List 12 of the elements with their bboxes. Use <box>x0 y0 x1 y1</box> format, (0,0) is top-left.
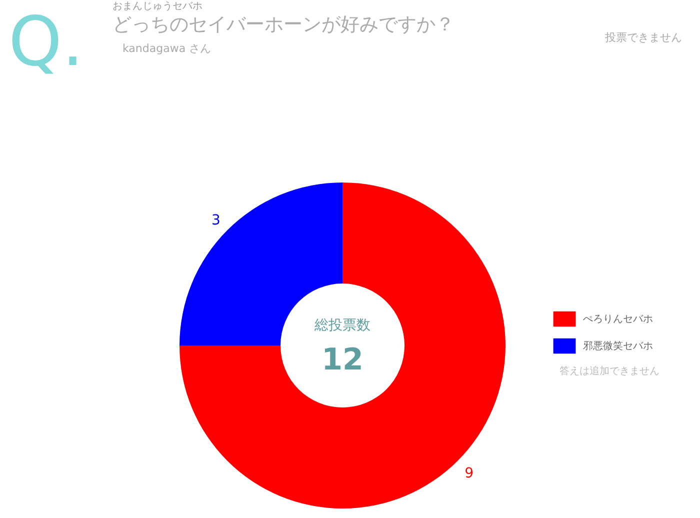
text: 総投票数 <box>314 318 370 334</box>
text: 12 <box>322 342 364 378</box>
legend-label: 邪悪微笑セバホ <box>583 340 653 352</box>
text: Q. <box>8 3 84 82</box>
data-label: 9 <box>464 466 474 482</box>
legend-label: ぺろりんセバホ <box>583 312 653 326</box>
chart-title: どっちのセイバーホーンが好みですか？ <box>112 14 454 36</box>
text: 答えは追加できません <box>560 365 660 377</box>
text: 投票できません <box>604 31 682 44</box>
chart-subtitle: おまんじゅうセバホ <box>112 1 202 12</box>
text: kandagawa さん <box>122 42 212 55</box>
data-label: 3 <box>211 212 220 228</box>
